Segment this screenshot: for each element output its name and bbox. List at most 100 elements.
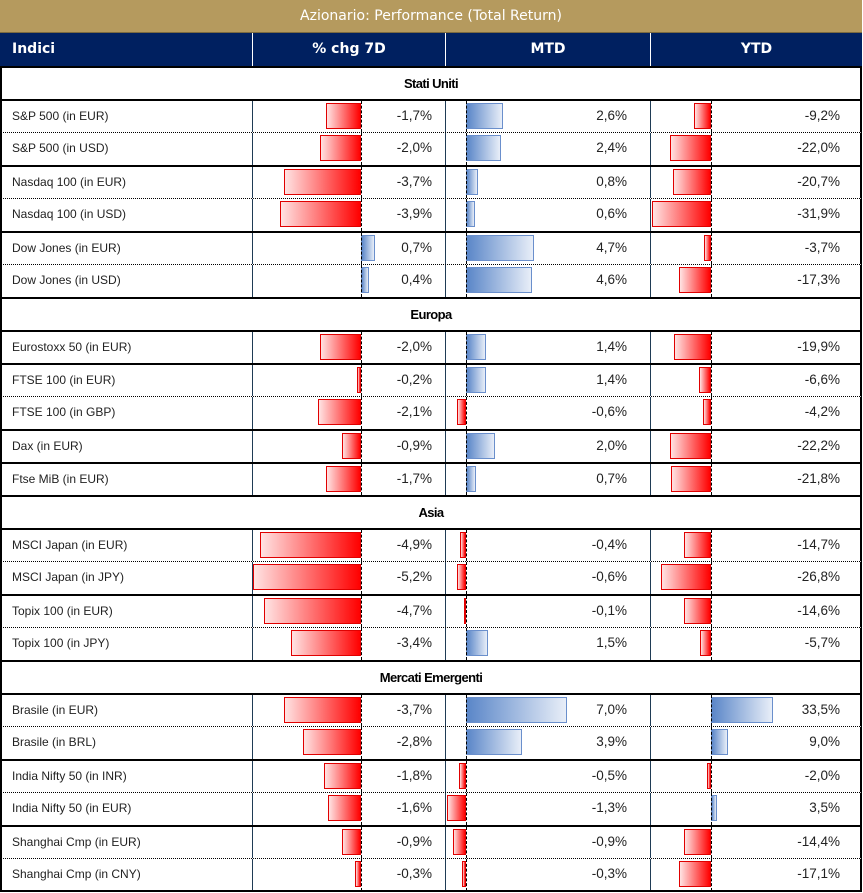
ytd-axis — [711, 332, 712, 363]
column-divider — [252, 695, 253, 726]
chg7d-axis — [361, 827, 362, 858]
chg7d-value: -2,0% — [396, 140, 432, 155]
section-header: Mercati Emergenti — [0, 660, 862, 693]
ytd-value: -17,3% — [797, 272, 840, 287]
chg7d-axis — [361, 530, 362, 561]
section-header: Asia — [0, 495, 862, 528]
mtd-axis — [466, 265, 467, 297]
chg7d-bar — [325, 466, 361, 492]
ytd-axis — [711, 530, 712, 561]
chg7d-value: 0,7% — [401, 240, 432, 255]
chg7d-bar — [284, 169, 361, 195]
mtd-value: 7,0% — [596, 702, 627, 717]
chg7d-value: -2,8% — [396, 734, 432, 749]
ytd-value: -4,2% — [804, 404, 840, 419]
ytd-axis — [711, 859, 712, 891]
ytd-value: 3,5% — [809, 800, 840, 815]
column-divider — [252, 199, 253, 231]
chg7d-bar — [319, 135, 361, 161]
chg7d-axis — [361, 133, 362, 165]
mtd-bar — [457, 564, 466, 590]
ytd-axis — [711, 695, 712, 726]
mtd-axis — [466, 101, 467, 132]
column-divider — [445, 695, 446, 726]
mtd-bar — [466, 334, 487, 360]
mtd-axis — [466, 596, 467, 627]
mtd-bar — [466, 169, 478, 195]
chg7d-axis — [361, 332, 362, 363]
column-divider — [650, 464, 651, 495]
ytd-bar — [700, 630, 711, 656]
ytd-axis — [711, 464, 712, 495]
ytd-value: -31,9% — [797, 206, 840, 221]
ytd-bar — [661, 564, 711, 590]
index-name: Dax (in EUR) — [12, 439, 83, 453]
index-name: Shanghai Cmp (in CNY) — [12, 867, 141, 881]
column-divider — [650, 265, 651, 297]
ytd-value: -14,7% — [797, 537, 840, 552]
mtd-bar — [466, 630, 488, 656]
column-divider — [445, 596, 446, 627]
section-header: Stati Uniti — [0, 66, 862, 99]
mtd-value: 2,4% — [596, 140, 627, 155]
index-name: India Nifty 50 (in INR) — [12, 769, 127, 783]
ytd-bar — [683, 598, 711, 624]
column-divider — [445, 859, 446, 891]
ytd-value: -14,4% — [797, 834, 840, 849]
mtd-value: -0,6% — [591, 569, 627, 584]
column-divider — [252, 628, 253, 660]
column-divider — [445, 827, 446, 858]
column-divider — [252, 761, 253, 792]
mtd-value: 4,6% — [596, 272, 627, 287]
mtd-value: 2,6% — [596, 108, 627, 123]
chg7d-bar — [323, 763, 361, 789]
column-divider — [650, 101, 651, 132]
mtd-value: -0,5% — [591, 768, 627, 783]
column-divider — [445, 397, 446, 429]
mtd-axis — [466, 530, 467, 561]
index-name: MSCI Japan (in JPY) — [12, 570, 125, 584]
ytd-axis — [711, 133, 712, 165]
column-divider — [252, 133, 253, 165]
index-name: Eurostoxx 50 (in EUR) — [12, 340, 132, 354]
mtd-value: 2,0% — [596, 438, 627, 453]
ytd-value: -6,6% — [804, 372, 840, 387]
table-row: Eurostoxx 50 (in EUR) -2,0% 1,4% -19,9% — [0, 330, 862, 363]
mtd-axis — [466, 133, 467, 165]
index-name: FTSE 100 (in GBP) — [12, 405, 116, 419]
ytd-axis — [711, 761, 712, 792]
column-divider — [650, 397, 651, 429]
header-row: Indici % chg 7D MTD YTD — [0, 33, 862, 66]
index-name: Ftse MiB (in EUR) — [12, 472, 109, 486]
chg7d-axis — [361, 397, 362, 429]
ytd-value: -20,7% — [797, 174, 840, 189]
ytd-bar — [698, 367, 711, 393]
mtd-axis — [466, 628, 467, 660]
column-divider — [445, 530, 446, 561]
chg7d-axis — [361, 233, 362, 264]
chg7d-value: -2,0% — [396, 339, 432, 354]
mtd-axis — [466, 761, 467, 792]
chg7d-bar — [327, 795, 361, 821]
column-divider — [650, 562, 651, 594]
ytd-value: 9,0% — [809, 734, 840, 749]
table-bottom-border — [0, 890, 862, 892]
table-row: Dax (in EUR) -0,9% 2,0% -22,2% — [0, 429, 862, 462]
chg7d-value: -4,7% — [396, 603, 432, 618]
ytd-bar — [678, 267, 711, 293]
column-divider — [650, 827, 651, 858]
column-divider — [650, 695, 651, 726]
chg7d-axis — [361, 859, 362, 891]
column-divider — [445, 761, 446, 792]
chg7d-value: -2,1% — [396, 404, 432, 419]
ytd-axis — [711, 827, 712, 858]
mtd-axis — [466, 397, 467, 429]
column-divider — [445, 332, 446, 363]
header-mtd: MTD — [445, 33, 650, 66]
chg7d-bar — [317, 399, 361, 425]
ytd-bar — [679, 861, 711, 887]
column-divider — [252, 727, 253, 759]
table-row: S&P 500 (in EUR) -1,7% 2,6% -9,2% — [0, 99, 862, 132]
ytd-axis — [711, 628, 712, 660]
ytd-bar — [670, 135, 711, 161]
